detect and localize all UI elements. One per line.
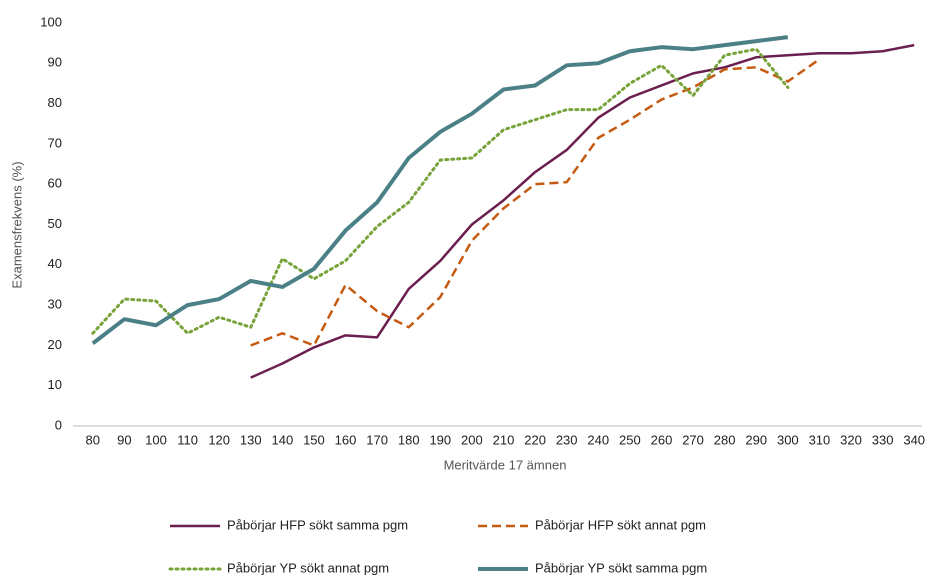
series-line (91, 47, 790, 335)
legend-label: Påbörjar HFP sökt annat pgm (535, 517, 706, 532)
y-tick-label: 90 (48, 55, 62, 70)
y-tick-label: 40 (48, 256, 62, 271)
x-tick-label: 140 (272, 432, 294, 447)
x-tick-label: 180 (398, 432, 420, 447)
x-tick-label: 230 (556, 432, 578, 447)
legend-label: Påbörjar YP sökt samma pgm (535, 560, 707, 575)
y-tick-label: 80 (48, 95, 62, 110)
x-tick-label: 160 (335, 432, 357, 447)
x-tick-label: 240 (587, 432, 609, 447)
x-axis-title: Meritvärde 17 ämnen (444, 457, 567, 472)
x-tick-label: 260 (651, 432, 673, 447)
series-line (250, 58, 821, 347)
series-line (250, 43, 915, 379)
legend-label: Påbörjar HFP sökt samma pgm (227, 517, 408, 532)
x-tick-label: 110 (177, 432, 198, 447)
y-tick-label: 70 (48, 135, 62, 150)
y-tick-label: 60 (48, 176, 62, 191)
x-tick-label: 340 (903, 432, 925, 447)
x-tick-label: 100 (145, 432, 167, 447)
x-tick-label: 250 (619, 432, 641, 447)
x-tick-label: 130 (240, 432, 262, 447)
y-tick-label: 20 (48, 337, 62, 352)
y-tick-label: 10 (48, 377, 62, 392)
x-tick-label: 200 (461, 432, 483, 447)
x-tick-label: 150 (303, 432, 325, 447)
x-tick-label: 320 (840, 432, 862, 447)
x-tick-label: 310 (809, 432, 831, 447)
x-tick-label: 90 (117, 432, 131, 447)
y-tick-label: 30 (48, 297, 62, 312)
y-tick-label: 0 (55, 417, 62, 432)
x-tick-label: 120 (208, 432, 230, 447)
x-tick-label: 330 (872, 432, 894, 447)
legend-label: Påbörjar YP sökt annat pgm (227, 560, 389, 575)
x-tick-label: 300 (777, 432, 799, 447)
x-tick-label: 290 (745, 432, 767, 447)
series-line (91, 35, 789, 345)
y-tick-label: 50 (48, 216, 62, 231)
x-tick-label: 80 (86, 432, 100, 447)
x-tick-label: 170 (366, 432, 388, 447)
x-tick-label: 210 (493, 432, 515, 447)
y-axis-title: Examensfrekvens (%) (9, 161, 24, 288)
y-tick-label: 100 (40, 14, 62, 29)
x-tick-label: 270 (682, 432, 704, 447)
x-tick-label: 280 (714, 432, 736, 447)
x-tick-label: 220 (524, 432, 546, 447)
x-tick-label: 190 (429, 432, 451, 447)
